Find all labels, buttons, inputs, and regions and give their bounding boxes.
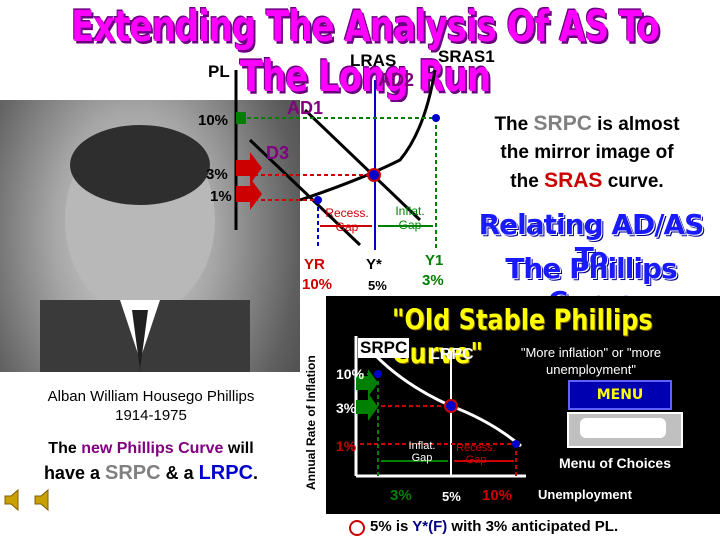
pl-3-label: 3%	[206, 166, 228, 183]
yr-value: 10%	[302, 276, 333, 293]
ad2-curve	[248, 138, 362, 247]
inflation-gap-label: Inflat. Gap	[395, 204, 425, 232]
point-y1	[432, 114, 440, 122]
pl-10-label: 10%	[198, 112, 229, 129]
note-key: SRPC	[533, 112, 592, 135]
pl-axis-label: PL	[208, 62, 230, 81]
point-5-3	[444, 399, 458, 413]
note-text: will	[223, 440, 254, 457]
green-marker	[236, 112, 246, 124]
note-lrpc: LRPC	[198, 462, 254, 484]
relating-title-line1: Relating AD/AS To	[478, 208, 705, 274]
footnote-text: with 3% anticipated PL.	[447, 518, 619, 535]
arrow-icon	[356, 393, 378, 421]
new-phillips-note-line1: The new Phillips Curve will	[4, 440, 298, 458]
note-text: curve.	[602, 171, 664, 192]
point-yr	[314, 196, 322, 204]
portrait-caption-area	[0, 372, 300, 490]
point-10-1	[512, 440, 520, 448]
sras-curve	[299, 69, 437, 202]
inflation-3-label: 3%	[336, 400, 357, 416]
lrpc-label: LRPC	[430, 346, 474, 363]
portrait-name: Alban William Housego Phillips	[47, 388, 255, 405]
note-text: The	[48, 440, 82, 457]
srpc-note-line1: The SRPC is almost	[456, 110, 718, 139]
y1-label: Y1	[425, 252, 444, 269]
note-text: is almost	[591, 114, 680, 135]
srpc-label: SRPC	[358, 338, 410, 358]
note-key: new Phillips Curve	[81, 440, 224, 457]
footnote: 5% is Y*(F) with 3% anticipated PL.	[370, 518, 618, 535]
sras-label: SRAS1	[438, 47, 495, 66]
unemployment-5-label: 5%	[442, 489, 461, 504]
ystar-label: Y*	[366, 256, 382, 273]
note-text: the	[510, 171, 545, 192]
note-srpc: SRPC	[104, 462, 161, 484]
point-ystar	[367, 168, 381, 182]
ystar-value: 5%	[368, 278, 387, 293]
inflation-1-label: 1%	[336, 438, 357, 454]
ad-as-diagram	[234, 69, 440, 250]
footnote-text: 5% is	[370, 518, 413, 535]
speaker-icon[interactable]	[32, 487, 58, 513]
yr-label: YR	[304, 256, 325, 273]
ad1-curve	[303, 108, 422, 222]
phillips-axis-strip	[300, 296, 326, 514]
arrow-icon	[236, 178, 262, 210]
menu-plate-icon	[580, 418, 666, 438]
menu-caption: Menu of Choices	[558, 455, 671, 471]
main-title: Extending The Analysis Of AS To The Long…	[71, 2, 660, 102]
phillips-inflation-gap-label: Inflat. Gap	[408, 440, 436, 464]
inflation-axis-label: Annual Rate of Inflation	[304, 355, 318, 490]
new-phillips-note-line2: have a SRPC & a LRPC.	[4, 462, 298, 485]
portrait-years: 1914-1975	[115, 407, 187, 424]
srpc-note-line2: the mirror image of	[500, 142, 674, 163]
note-text: The	[494, 114, 534, 135]
note-text: have a	[43, 463, 105, 483]
y1-value: 3%	[422, 272, 444, 289]
footnote-key: Y*(F)	[412, 518, 448, 535]
unemployment-axis-label: Unemployment	[538, 487, 632, 502]
phillips-curve-chart	[354, 336, 526, 478]
lras-label: LRAS	[350, 51, 397, 70]
d3-label: D3	[266, 143, 290, 163]
circle-marker-icon	[349, 520, 365, 536]
speaker-icon[interactable]	[2, 487, 28, 513]
arrow-icon	[356, 369, 378, 397]
unemployment-3-label: 3%	[390, 487, 412, 504]
srpc-note-line3: the SRAS curve.	[456, 167, 718, 196]
pl-1-label: 1%	[210, 188, 232, 205]
ad1-label: AD1	[287, 98, 324, 118]
recession-gap-label: Recess. Gap	[325, 206, 369, 234]
phillips-recession-gap-label: Recess. Gap	[456, 442, 496, 466]
menu-button[interactable]: MENU	[568, 380, 672, 410]
note-text: .	[253, 463, 259, 483]
srpc-note: The SRPC is almost the mirror image of t…	[456, 110, 718, 196]
tradeoff-quote: "More inflation" or "more unemployment"	[520, 345, 662, 377]
point-3-10	[374, 370, 382, 378]
unemployment-10-label: 10%	[482, 487, 513, 504]
ad2-label: AD2	[378, 70, 415, 90]
note-text: & a	[160, 463, 199, 483]
inflation-10-label: 10%	[336, 366, 365, 382]
arrow-icon	[236, 152, 262, 184]
note-key: SRAS	[544, 169, 603, 192]
